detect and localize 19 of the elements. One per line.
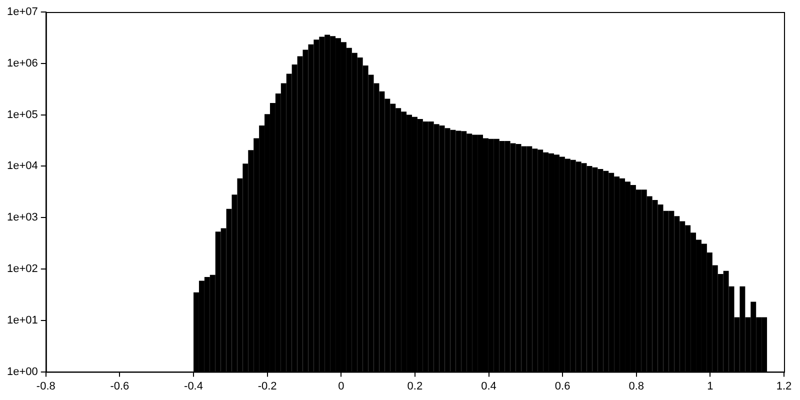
y-tick-label: 1e+01 <box>6 314 38 326</box>
y-tick-label: 1e+03 <box>6 212 38 224</box>
x-tick-label: 1.2 <box>776 380 792 392</box>
x-tick-label: 1 <box>707 380 714 392</box>
x-tick-label: -0.6 <box>110 380 130 392</box>
y-tick-label: 1e+02 <box>6 263 38 276</box>
y-tick-label: 1e+06 <box>6 57 38 70</box>
x-tick-label: -0.2 <box>258 380 277 392</box>
x-tick-label: -0.4 <box>184 380 203 392</box>
x-tick-label: 0 <box>338 380 344 392</box>
y-tick-label: 1e+00 <box>6 366 38 378</box>
y-tick-label: 1e+05 <box>6 108 38 121</box>
x-tick-label: 0.2 <box>407 380 423 392</box>
x-tick-label: 0.8 <box>628 380 644 392</box>
x-tick-label: 0.4 <box>481 380 496 392</box>
y-tick-label: 1e+04 <box>6 160 38 172</box>
x-tick-label: 0.6 <box>554 380 570 392</box>
y-tick-label: 1e+07 <box>6 6 38 18</box>
x-tick-label: -0.8 <box>36 380 56 392</box>
